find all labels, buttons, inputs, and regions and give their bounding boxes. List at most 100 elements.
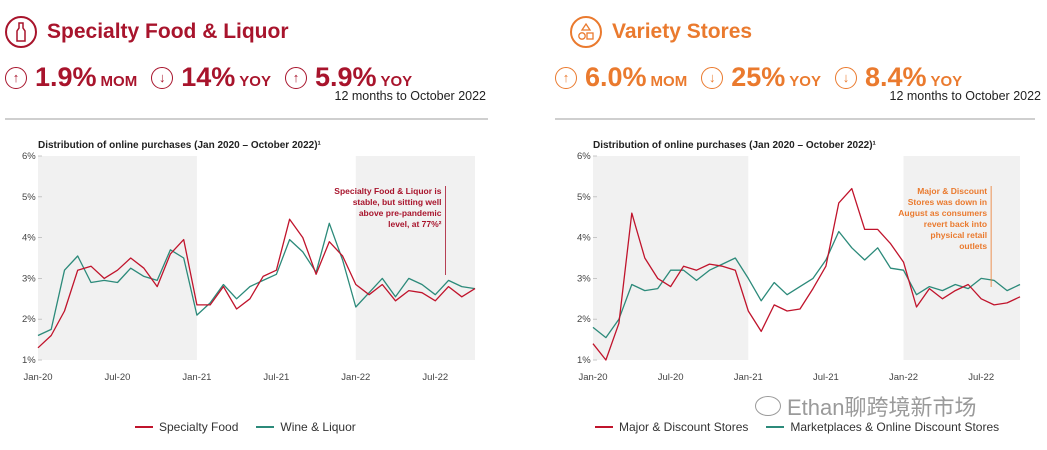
x-tick-label: Jan-22 (889, 372, 918, 383)
divider (5, 118, 488, 120)
annotation-line: physical retail (930, 230, 987, 240)
legend-item: Marketplaces & Online Discount Stores (766, 420, 999, 434)
line-chart: Distribution of online purchases (Jan 20… (22, 140, 476, 383)
watermark: Ethan聊跨境新市场 (755, 390, 977, 422)
shaded-region (355, 156, 475, 360)
y-tick-label: 3% (22, 273, 36, 284)
x-tick-label: Jan-22 (341, 372, 370, 383)
stat-unit: MOM (650, 73, 688, 90)
y-tick-label: 3% (577, 273, 591, 284)
panel-header: Variety Stores (570, 12, 752, 52)
y-tick-label: 6% (577, 151, 591, 162)
line-chart: Distribution of online purchases (Jan 20… (577, 140, 1021, 383)
stat-unit: YOY (380, 73, 413, 90)
x-tick-label: Jan-21 (182, 372, 211, 383)
panel-header: Specialty Food & Liquor (5, 12, 289, 52)
series-line (592, 230, 1021, 339)
annotation-line: Specialty Food & Liquor is (334, 186, 441, 196)
legend-label: Marketplaces & Online Discount Stores (790, 420, 1000, 434)
arrow-up-icon: ↑ (555, 66, 577, 89)
y-tick-label: 2% (577, 314, 591, 325)
stat-value: 6.0% (585, 62, 647, 92)
y-tick-label: 1% (577, 355, 591, 366)
shaded-region (38, 156, 197, 360)
annotation-line: August as consumers (898, 208, 987, 218)
arrow-up-icon: ↑ (5, 66, 27, 89)
arrow-up-icon: ↑ (284, 66, 307, 89)
arrow-down-icon: ↓ (834, 66, 857, 89)
annotation-line: Stores was down in (908, 197, 987, 207)
annotation-line: level, at 77%² (388, 219, 442, 229)
legend-label: Major & Discount Stores (619, 420, 749, 434)
annotation-line: Major & Discount (917, 186, 987, 196)
stats-row: ↑ 6.0% MOM ↓ 25% YOY ↓ 8.4% YOY (555, 62, 976, 93)
stat-mom: ↑ 1.9% MOM (5, 62, 137, 93)
chart-title: Distribution of online purchases (Jan 20… (38, 140, 322, 151)
stat-mom: ↑ 6.0% MOM (555, 62, 687, 93)
stat-yoy: ↓ 14% YOY (151, 62, 271, 93)
y-tick-label: 5% (577, 192, 591, 203)
series-line (592, 187, 1021, 361)
panel-title: Variety Stores (612, 20, 753, 43)
bottle-icon (5, 16, 37, 48)
stat-unit: YOY (930, 73, 963, 90)
stat-unit: YOY (789, 73, 821, 90)
stat-value: 25% (731, 62, 786, 92)
x-tick-label: Jul-21 (263, 372, 289, 383)
legend-swatch (256, 426, 275, 428)
panel-specialty-food: Specialty Food & Liquor ↑ 1.9% MOM ↓ 14%… (0, 0, 500, 450)
legend-swatch (135, 426, 153, 428)
y-tick-label: 6% (22, 151, 36, 162)
legend-label: Wine & Liquor (280, 420, 356, 434)
legend-item: Specialty Food (135, 420, 238, 434)
y-tick-label: 1% (22, 355, 36, 366)
stat-unit: YOY (239, 73, 271, 90)
stat-unit: MOM (100, 73, 138, 90)
x-tick-label: Jan-20 (23, 372, 52, 383)
x-tick-label: Jul-22 (422, 372, 448, 383)
panel-title: Specialty Food & Liquor (47, 20, 289, 43)
x-tick-label: Jul-21 (813, 372, 839, 383)
arrow-down-icon: ↓ (701, 66, 724, 89)
x-tick-label: Jul-22 (968, 372, 994, 383)
wechat-icon (755, 396, 781, 416)
legend-swatch (766, 426, 785, 428)
annotation-line: stable, but sitting well (353, 197, 442, 207)
legend-item: Major & Discount Stores (595, 420, 748, 434)
x-tick-label: Jan-20 (578, 372, 607, 383)
shaded-region (593, 156, 749, 360)
annotation-line: outlets (959, 241, 987, 251)
y-tick-label: 2% (22, 314, 36, 325)
chart-title: Distribution of online purchases (Jan 20… (593, 140, 877, 151)
x-tick-label: Jul-20 (658, 372, 684, 383)
arrow-down-icon: ↓ (151, 66, 174, 89)
annotation-line: revert back into (924, 219, 987, 229)
legend-item: Wine & Liquor (256, 420, 356, 434)
stat-value: 5.9% (314, 62, 377, 92)
divider (555, 118, 1035, 120)
y-tick-label: 4% (22, 233, 36, 244)
stat-value: 14% (181, 62, 236, 92)
legend-swatch (595, 426, 613, 428)
chart-legend: Major & Discount Stores Marketplaces & O… (595, 420, 1017, 434)
period-note: 12 months to October 2022 (889, 89, 1041, 103)
stat-yoy-12m: ↓ 8.4% YOY (834, 62, 963, 93)
x-tick-label: Jul-20 (105, 372, 131, 383)
watermark-text: Ethan聊跨境新市场 (787, 395, 977, 420)
series-line (37, 218, 476, 349)
series-line (37, 222, 476, 337)
chart-legend: Specialty Food Wine & Liquor (135, 420, 374, 434)
stat-value: 1.9% (35, 62, 97, 92)
period-note: 12 months to October 2022 (334, 89, 486, 103)
stat-yoy: ↓ 25% YOY (701, 62, 821, 93)
x-tick-label: Jan-21 (734, 372, 763, 383)
shaded-region (903, 156, 1020, 360)
stat-value: 8.4% (864, 62, 927, 92)
y-tick-label: 4% (577, 233, 591, 244)
panel-variety-stores: Variety Stores ↑ 6.0% MOM ↓ 25% YOY ↓ 8.… (555, 0, 1047, 450)
stats-row: ↑ 1.9% MOM ↓ 14% YOY ↑ 5.9% YOY (5, 62, 426, 93)
legend-label: Specialty Food (159, 420, 239, 434)
annotation-line: above pre-pandemic (359, 208, 442, 218)
